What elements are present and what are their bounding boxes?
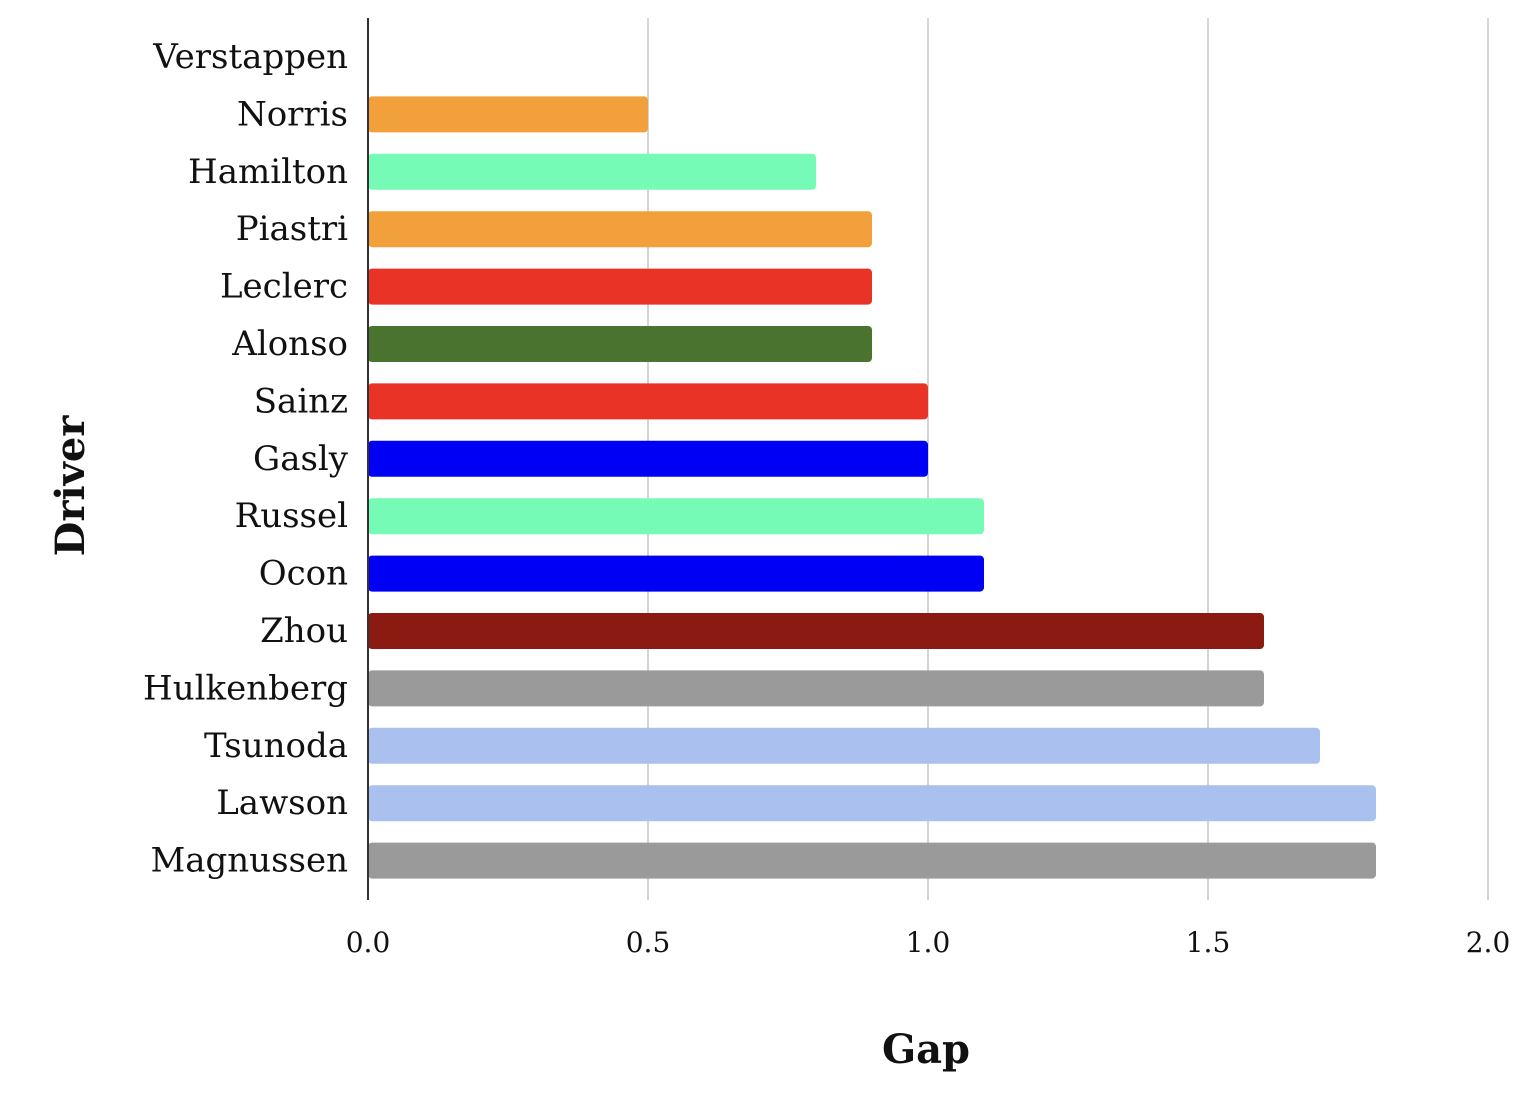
category-label: Sainz bbox=[254, 381, 348, 421]
category-label: Hamilton bbox=[188, 152, 348, 192]
category-label: Piastri bbox=[236, 209, 348, 249]
category-label: Russel bbox=[235, 496, 348, 536]
x-tick-label: 0.0 bbox=[346, 926, 391, 959]
bars bbox=[368, 96, 1376, 879]
category-labels: Verstappen Norris Hamilton Piastri Leclerc Al… bbox=[143, 37, 349, 881]
bar-ocon bbox=[368, 555, 984, 592]
bar-magnussen bbox=[368, 842, 1376, 879]
category-label: Tsunoda bbox=[204, 726, 348, 766]
y-axis-title: Driver bbox=[47, 415, 94, 557]
x-tick-label: 1.5 bbox=[1186, 926, 1231, 959]
x-tick-label: 2.0 bbox=[1466, 926, 1511, 959]
bar-piastri bbox=[368, 211, 872, 248]
x-axis-title: Gap bbox=[882, 1026, 970, 1073]
category-label: Verstappen bbox=[152, 37, 348, 77]
bar-sainz bbox=[368, 383, 928, 420]
category-label: Ocon bbox=[259, 554, 348, 594]
category-label: Alonso bbox=[231, 324, 348, 364]
category-label: Zhou bbox=[260, 611, 348, 651]
bar-alonso bbox=[368, 326, 872, 362]
category-label: Norris bbox=[237, 94, 348, 134]
bar-lawson bbox=[368, 785, 1376, 822]
bar-russel bbox=[368, 498, 984, 535]
bar-tsunoda bbox=[368, 727, 1320, 764]
x-tick-labels: 0.0 0.5 1.0 1.5 2.0 bbox=[346, 926, 1511, 959]
category-label: Leclerc bbox=[220, 267, 348, 307]
bar-gasly bbox=[368, 440, 928, 477]
category-label: Lawson bbox=[216, 783, 348, 823]
bar-hulkenberg bbox=[368, 670, 1264, 707]
bar-norris bbox=[368, 96, 648, 133]
x-tick-label: 1.0 bbox=[906, 926, 951, 959]
bar-zhou bbox=[368, 613, 1264, 649]
x-tick-label: 0.5 bbox=[626, 926, 671, 959]
bar-leclerc bbox=[368, 268, 872, 305]
category-label: Hulkenberg bbox=[143, 668, 348, 708]
bar-hamilton bbox=[368, 153, 816, 190]
category-label: Magnussen bbox=[150, 841, 348, 881]
category-label: Gasly bbox=[253, 439, 349, 479]
